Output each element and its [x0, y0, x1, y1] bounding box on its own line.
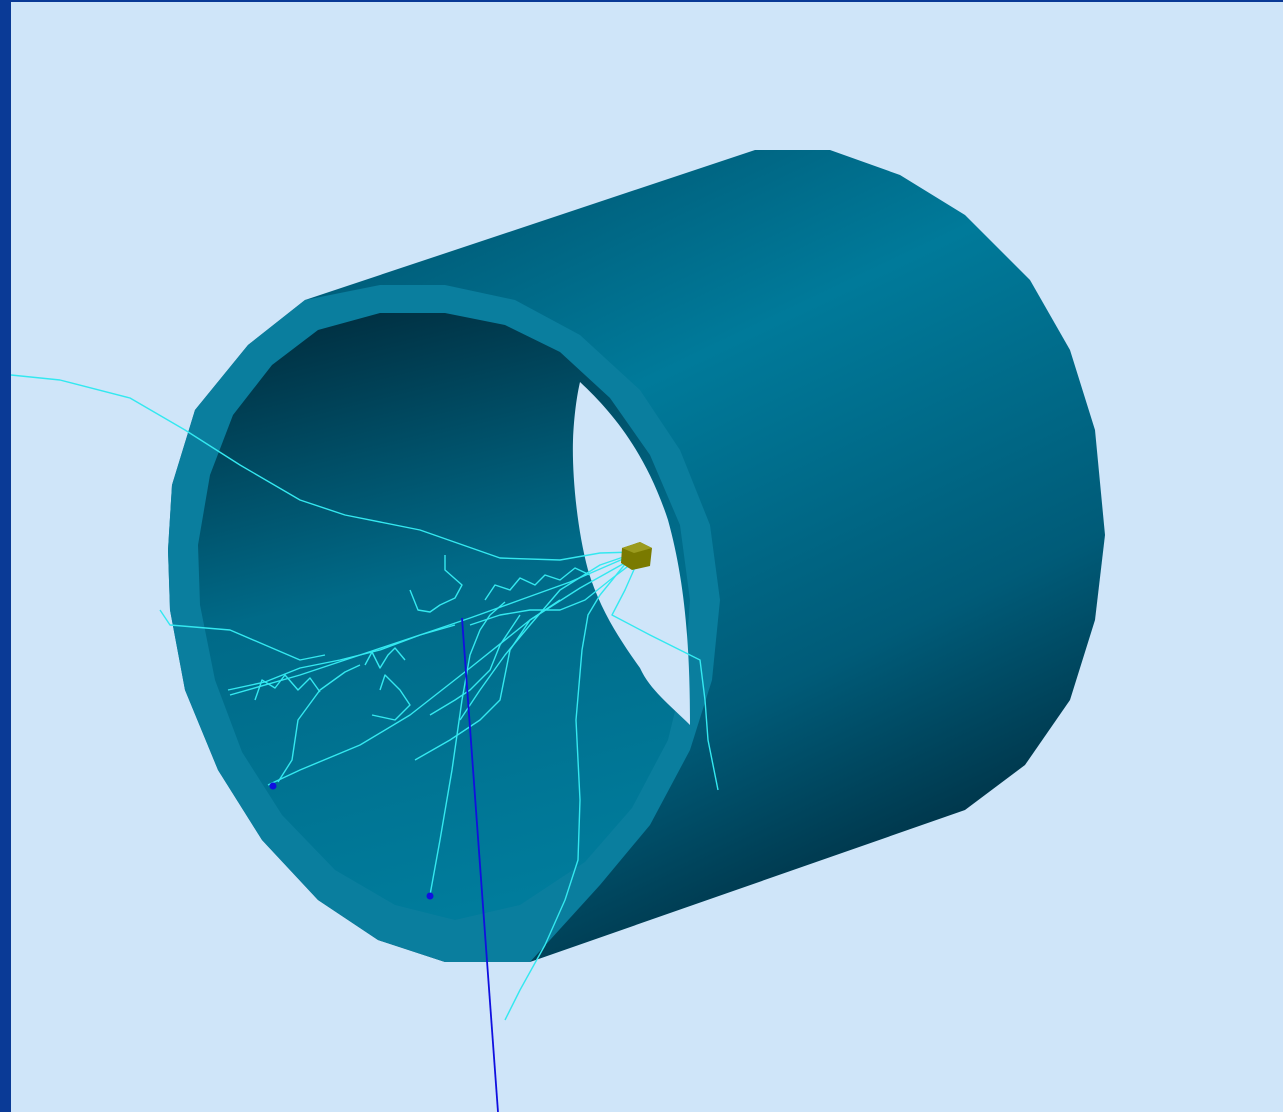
interaction-vertex[interactable]	[621, 542, 652, 570]
3d-viewport[interactable]	[11, 2, 1283, 1112]
barrel-inner-surface	[198, 313, 690, 920]
hit-point	[269, 782, 277, 790]
primary-track	[461, 617, 499, 1112]
detector-scene[interactable]	[11, 2, 1283, 1112]
hit-point	[426, 892, 434, 900]
